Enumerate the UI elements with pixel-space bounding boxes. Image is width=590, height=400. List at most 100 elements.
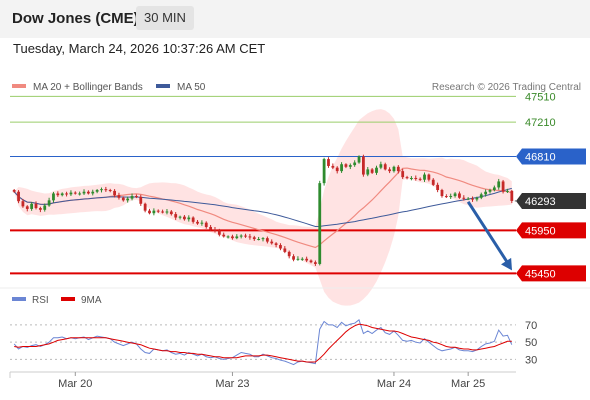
candle-body bbox=[414, 177, 418, 179]
candle-body bbox=[466, 198, 470, 200]
rsi-tick-30: 30 bbox=[525, 354, 537, 366]
candle bbox=[52, 191, 55, 203]
candle-body bbox=[121, 197, 125, 201]
candle-body bbox=[261, 238, 265, 240]
candle-body bbox=[156, 210, 160, 212]
candle bbox=[169, 210, 173, 216]
candle bbox=[444, 194, 448, 199]
candle bbox=[510, 189, 514, 204]
candle bbox=[440, 188, 444, 198]
candle bbox=[261, 237, 265, 242]
candle bbox=[479, 192, 483, 200]
candle-body bbox=[200, 222, 204, 224]
candle bbox=[174, 212, 178, 220]
candle-body bbox=[239, 235, 243, 237]
last-price-tag bbox=[516, 192, 586, 209]
candle-body bbox=[91, 191, 95, 194]
candle-body bbox=[313, 262, 317, 264]
candle bbox=[135, 194, 138, 199]
candle-body bbox=[196, 221, 199, 224]
candle bbox=[270, 239, 274, 245]
timeframe-badge[interactable]: 30 MIN bbox=[136, 6, 194, 30]
candle bbox=[274, 242, 278, 248]
candle bbox=[418, 177, 422, 181]
rsi-ma-line bbox=[14, 323, 512, 363]
candle-body bbox=[270, 241, 274, 244]
candle-body bbox=[104, 189, 108, 191]
candle bbox=[375, 165, 378, 175]
rsi-tick-70: 70 bbox=[525, 320, 537, 332]
ma50-legend-swatch bbox=[156, 84, 170, 88]
candle-body bbox=[388, 169, 391, 172]
candle bbox=[191, 216, 195, 224]
candle-body bbox=[60, 193, 64, 196]
candle-body bbox=[12, 190, 16, 192]
candle-body bbox=[257, 239, 261, 241]
candle-body bbox=[423, 174, 426, 180]
candle bbox=[213, 226, 217, 233]
candle bbox=[183, 215, 186, 221]
candle bbox=[427, 173, 431, 182]
candle bbox=[344, 163, 348, 169]
last-price-label: 46293 bbox=[525, 196, 556, 208]
candle bbox=[484, 189, 488, 197]
candle bbox=[200, 220, 204, 226]
candle-body bbox=[292, 256, 295, 260]
candle bbox=[414, 175, 418, 181]
x-tick-label: Mar 20 bbox=[58, 378, 92, 390]
candle bbox=[466, 197, 470, 201]
candle-body bbox=[322, 159, 326, 184]
candle-body bbox=[510, 190, 514, 201]
candle bbox=[78, 191, 82, 196]
candle bbox=[436, 182, 440, 193]
candle-body bbox=[309, 260, 313, 263]
candle-body bbox=[34, 203, 38, 209]
candle bbox=[187, 215, 191, 222]
candle bbox=[104, 186, 108, 192]
candle-body bbox=[331, 165, 335, 168]
candle bbox=[139, 194, 143, 206]
candle bbox=[47, 197, 51, 207]
source-credit: Research © 2026 Trading Central bbox=[432, 82, 581, 93]
candle-body bbox=[30, 203, 34, 209]
candle bbox=[252, 235, 256, 241]
candle bbox=[335, 166, 339, 174]
rsi-legend: RSI 9MA bbox=[12, 295, 102, 306]
candle-body bbox=[492, 187, 496, 191]
candle bbox=[453, 192, 457, 198]
level-label-47510: 47510 bbox=[525, 91, 556, 103]
ma50-legend-label: MA 50 bbox=[177, 82, 206, 93]
candle bbox=[60, 192, 64, 197]
candle bbox=[340, 162, 343, 173]
candle-body bbox=[183, 216, 186, 220]
candle-body bbox=[444, 196, 448, 198]
candle-body bbox=[353, 162, 357, 166]
candle-body bbox=[287, 251, 291, 257]
candle-body bbox=[191, 217, 195, 222]
candle-body bbox=[449, 196, 453, 198]
candle-body bbox=[506, 190, 509, 192]
projection-arrow-head bbox=[501, 257, 512, 271]
candle-body bbox=[392, 166, 396, 172]
candle bbox=[462, 195, 466, 201]
candle-body bbox=[318, 183, 322, 264]
candle-body bbox=[436, 184, 440, 191]
candle-body bbox=[25, 206, 29, 209]
candle-body bbox=[475, 197, 479, 200]
candle bbox=[56, 191, 60, 197]
level-label-45450: 45450 bbox=[525, 268, 556, 280]
candle-body bbox=[213, 229, 217, 231]
candle bbox=[165, 209, 169, 215]
ma20-legend-label: MA 20 + Bollinger Bands bbox=[33, 82, 143, 93]
candles bbox=[12, 154, 514, 266]
candle-body bbox=[130, 196, 134, 199]
candle bbox=[156, 209, 160, 214]
candle-body bbox=[47, 200, 51, 206]
candle-body bbox=[401, 171, 405, 178]
candle-body bbox=[108, 190, 112, 192]
candle bbox=[431, 178, 435, 187]
candle-body bbox=[471, 198, 474, 200]
candle-body bbox=[344, 164, 348, 167]
candle bbox=[388, 167, 391, 174]
